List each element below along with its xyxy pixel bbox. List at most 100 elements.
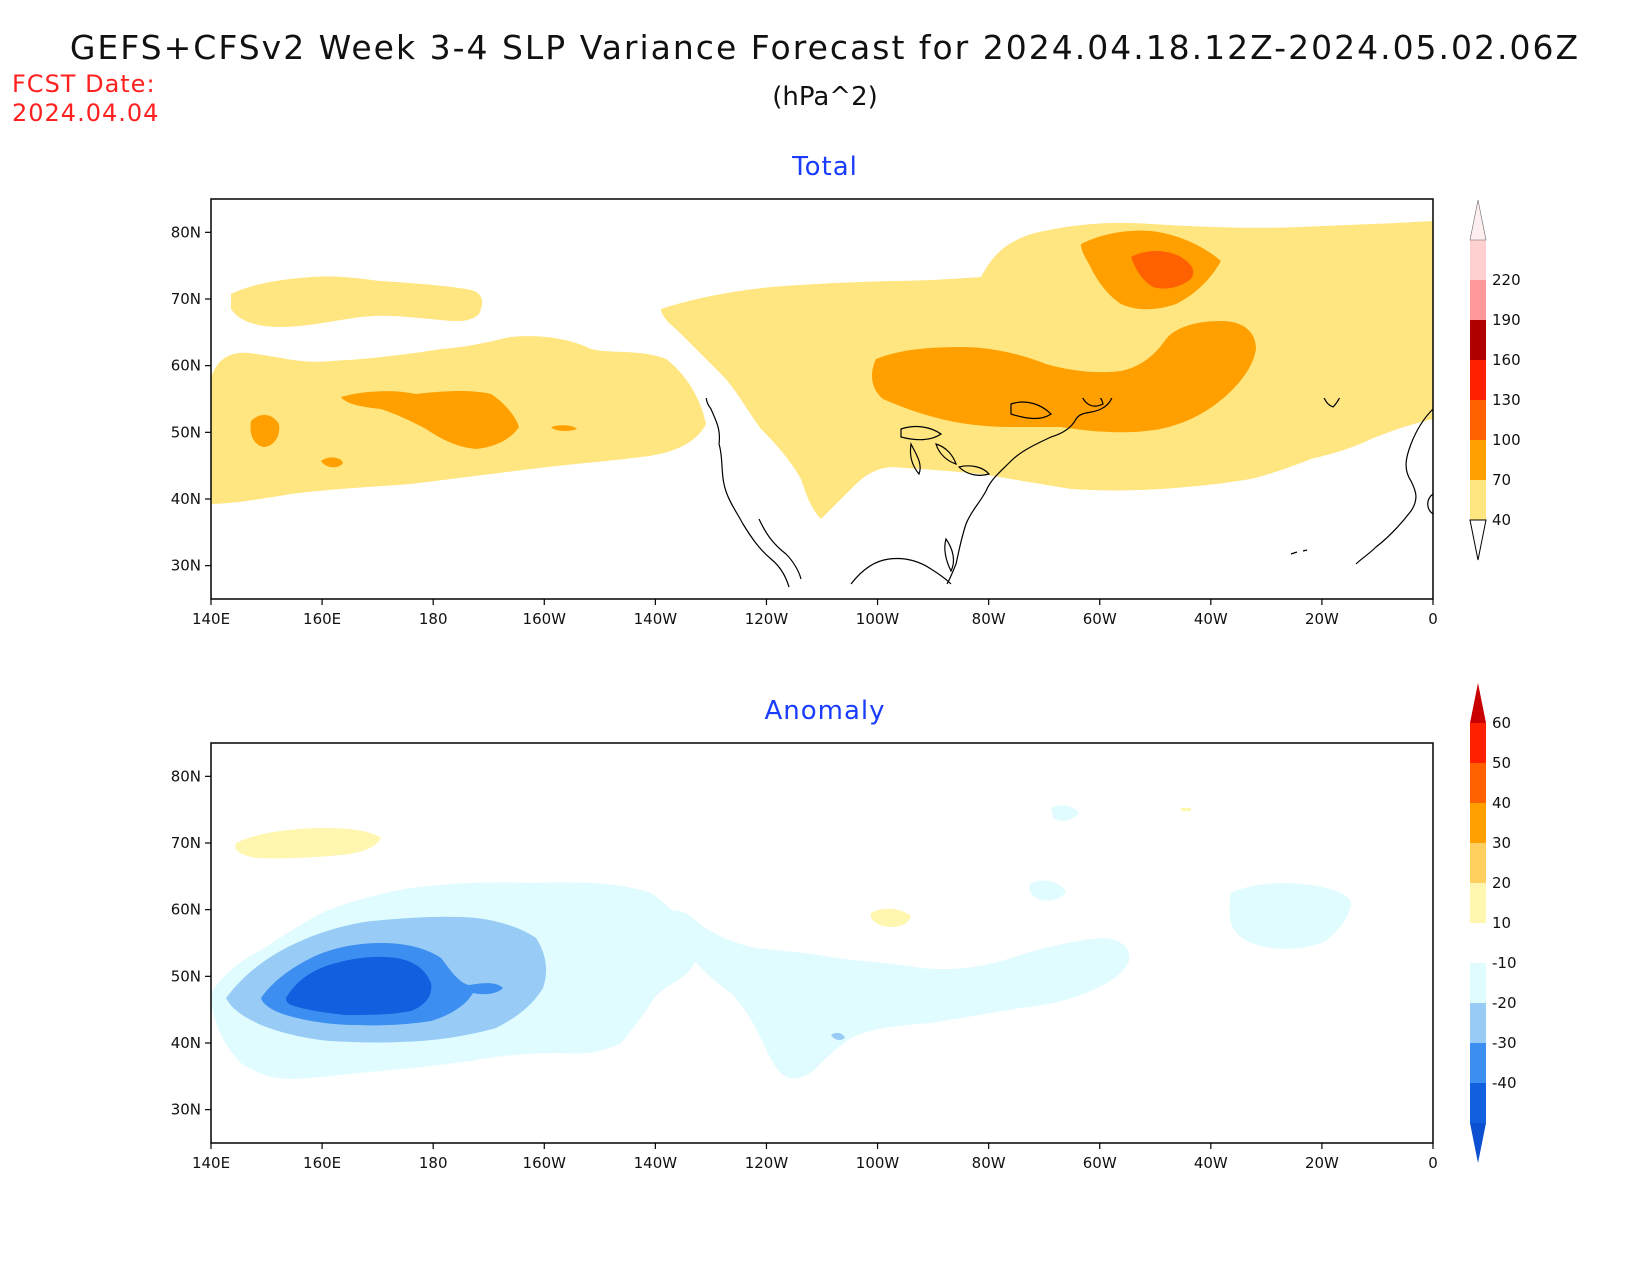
colorbar-label: 190 <box>1492 311 1521 329</box>
total-axis-ticks: 140E 160E 180 160W 140W 120W 100W 80W 60W 40W 20W 0… <box>171 223 1438 628</box>
total-shading <box>211 221 1433 519</box>
anomaly-contour-10-hudson <box>870 908 911 927</box>
total-map-frame <box>210 198 1434 600</box>
lon-tick-label: 160E <box>303 610 341 628</box>
colorbar-segment <box>1470 963 1486 1003</box>
anomaly-contour-10-small <box>1181 808 1191 811</box>
lon-tick-label: 120W <box>745 610 789 628</box>
lon-tick-label: 0 <box>1428 610 1438 628</box>
colorbar-top-arrow <box>1470 683 1486 723</box>
colorbar-label: -40 <box>1492 1074 1517 1092</box>
colorbar-label: 160 <box>1492 351 1521 369</box>
anomaly-contour-neg10-davis <box>1029 880 1066 901</box>
colorbar-segment <box>1470 1003 1486 1043</box>
total-contour-70-north-pacific <box>341 390 519 449</box>
colorbar-segment <box>1470 843 1486 883</box>
lon-tick-label: 20W <box>1305 1154 1339 1172</box>
lon-tick-label: 160E <box>303 1154 341 1172</box>
lon-tick-label: 140E <box>192 610 230 628</box>
main-title: GEFS+CFSv2 Week 3-4 SLP Variance Forecas… <box>69 28 1581 67</box>
anomaly-map: 140E 160E 180 160W 140W 120W 100W 80W 60W 40W 20W 0… <box>171 683 1517 1172</box>
forecast-date: FCST Date: 2024.04.04 <box>12 70 159 128</box>
colorbar-label: 130 <box>1492 391 1521 409</box>
lon-tick-label: 180 <box>419 610 448 628</box>
lat-tick-label: 50N <box>171 423 201 441</box>
lat-tick-label: 70N <box>171 834 201 852</box>
lon-tick-label: 180 <box>419 1154 448 1172</box>
forecast-date-label: FCST Date: <box>12 70 156 98</box>
lon-tick-label: 140W <box>634 1154 678 1172</box>
colorbar-label: -30 <box>1492 1034 1517 1052</box>
colorbar-label: 50 <box>1492 754 1511 772</box>
lon-tick-label: 160W <box>523 610 567 628</box>
lon-tick-label: 160W <box>523 1154 567 1172</box>
anomaly-contour-neg10-northeast-atlantic <box>1229 883 1351 949</box>
colorbar-label: 10 <box>1492 914 1511 932</box>
lon-tick-label: 60W <box>1083 1154 1117 1172</box>
colorbar-segment <box>1470 763 1486 803</box>
colorbar-segment <box>1470 1043 1486 1083</box>
colorbar-segment <box>1470 400 1486 440</box>
colorbar-segment <box>1470 240 1486 280</box>
colorbar-top-arrow <box>1469 199 1487 241</box>
anomaly-contour-neg10-greenland <box>1051 805 1079 821</box>
lon-tick-label: 80W <box>972 610 1006 628</box>
lon-tick-label: 40W <box>1194 610 1228 628</box>
anomaly-map-frame <box>210 742 1434 1144</box>
anomaly-panel-title: Anomaly <box>764 696 886 726</box>
total-panel-title: Total <box>792 152 858 182</box>
colorbar-segment <box>1470 923 1486 963</box>
lon-tick-label: 140W <box>634 610 678 628</box>
total-contour-70-east-pacific <box>551 425 577 432</box>
colorbar-segment <box>1470 803 1486 843</box>
lon-tick-label: 140E <box>192 1154 230 1172</box>
lon-tick-label: 60W <box>1083 610 1117 628</box>
colorbar-segment <box>1470 1083 1486 1123</box>
anomaly-shading <box>211 805 1351 1079</box>
anomaly-contour-neg20-small <box>831 1032 845 1040</box>
colorbar-segment <box>1470 883 1486 923</box>
lat-tick-label: 50N <box>171 967 201 985</box>
lat-tick-label: 30N <box>171 1101 201 1119</box>
colorbar-label: 100 <box>1492 431 1521 449</box>
anomaly-contour-10-bering <box>235 828 381 859</box>
lat-tick-label: 30N <box>171 557 201 575</box>
colorbar-label: 40 <box>1492 511 1511 529</box>
forecast-date-value: 2024.04.04 <box>12 99 160 127</box>
anomaly-contour-neg10-america <box>661 910 1130 1079</box>
total-contour-70-canada-atlantic <box>871 321 1256 433</box>
colorbar-label: 70 <box>1492 471 1511 489</box>
lon-tick-label: 0 <box>1428 1154 1438 1172</box>
colorbar-bottom-arrow <box>1470 1123 1486 1163</box>
lat-tick-label: 40N <box>171 1034 201 1052</box>
lon-tick-label: 80W <box>972 1154 1006 1172</box>
total-colorbar: 40 70 100 130 160 190 220 <box>1469 199 1521 561</box>
colorbar-label: 220 <box>1492 271 1521 289</box>
colorbar-bottom-arrow <box>1469 519 1487 561</box>
lon-tick-label: 100W <box>856 610 900 628</box>
lon-tick-label: 100W <box>856 1154 900 1172</box>
total-contour-70-small <box>321 457 343 468</box>
anomaly-axis-ticks: 140E 160E 180 160W 140W 120W 100W 80W 60W 40W 20W 0… <box>171 767 1438 1172</box>
lon-tick-label: 40W <box>1194 1154 1228 1172</box>
units-label: (hPa^2) <box>772 82 878 112</box>
colorbar-label: 40 <box>1492 794 1511 812</box>
total-contour-40-northwest <box>231 276 483 327</box>
lat-tick-label: 60N <box>171 901 201 919</box>
lat-tick-label: 40N <box>171 490 201 508</box>
colorbar-label: 30 <box>1492 834 1511 852</box>
colorbar-segment <box>1470 280 1486 320</box>
lon-tick-label: 120W <box>745 1154 789 1172</box>
colorbar-label: -10 <box>1492 954 1517 972</box>
total-contour-70-kamchatka <box>250 414 280 447</box>
lat-tick-label: 70N <box>171 290 201 308</box>
colorbar-label: 20 <box>1492 874 1511 892</box>
colorbar-label: -20 <box>1492 994 1517 1012</box>
total-contour-100-greenland <box>1131 251 1194 289</box>
colorbar-segment <box>1470 360 1486 400</box>
colorbar-label: 60 <box>1492 714 1511 732</box>
lat-tick-label: 60N <box>171 357 201 375</box>
colorbar-segment <box>1470 320 1486 360</box>
